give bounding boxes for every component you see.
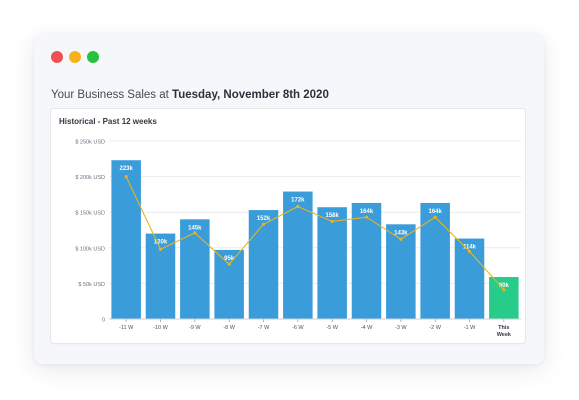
trend-point (124, 175, 128, 179)
x-tick-label: -9 W (189, 325, 201, 331)
bar (145, 233, 176, 319)
bar-value-label: 223k (119, 166, 133, 172)
x-tick-label: Week (497, 332, 512, 338)
bar (214, 249, 244, 319)
x-tick-label: -5 W (326, 325, 338, 331)
bar (283, 191, 313, 319)
x-tick-label: -6 W (292, 325, 304, 331)
bar-value-label: 164k (428, 209, 442, 215)
close-window-button[interactable] (51, 51, 63, 63)
trend-point (227, 262, 231, 266)
bar-value-label: 120k (154, 240, 168, 246)
trend-point (364, 215, 369, 219)
browser-window: Your Business Sales at Tuesday, November… (34, 34, 544, 364)
bar-value-label: 60k (499, 283, 510, 289)
bar (248, 210, 279, 319)
bar-value-label: 158k (325, 213, 339, 219)
x-tick-label: -8 W (223, 325, 235, 331)
sales-bar-chart: 0 $ 50k USD $ 100k USD $ 150k USD $ 200k USD… (75, 140, 521, 338)
bar (317, 207, 347, 319)
y-tick-label: $ 250k USD (75, 140, 105, 146)
bar-value-label: 145k (188, 225, 202, 231)
trend-point (193, 231, 197, 235)
maximize-window-button[interactable] (87, 51, 99, 63)
y-tick-label: $ 150k USD (75, 211, 105, 217)
heading-prefix: Your Business Sales at (51, 89, 173, 101)
trend-point (502, 288, 506, 292)
trend-point (296, 204, 300, 209)
x-tick-label: -10 W (153, 325, 168, 331)
y-tick-label: 0 (102, 318, 105, 324)
x-tick-label: -7 W (258, 325, 270, 331)
sales-chart-card: Historical - Past 12 weeks 0 $ 50k USD $ 1… (51, 109, 525, 343)
bar-value-label: 114k (463, 245, 477, 251)
trend-point (399, 237, 403, 241)
bar-value-label: 95k (224, 256, 235, 262)
heading-date: Tuesday, November 8th 2020 (172, 89, 329, 101)
x-tick-label: -1 W (464, 325, 476, 331)
trend-point (433, 215, 437, 219)
trend-point (158, 247, 163, 251)
bar-value-label: 172k (291, 198, 305, 204)
bar (489, 276, 519, 319)
bar-value-label: 143k (394, 230, 408, 236)
minimize-window-button[interactable] (69, 51, 81, 63)
trend-point (261, 222, 266, 226)
y-tick-label: $ 100k USD (75, 246, 105, 252)
bar-value-label: 152k (257, 216, 271, 222)
card-title: Historical - Past 12 weeks (59, 117, 157, 126)
trend-point (467, 249, 472, 253)
trend-line (125, 176, 505, 291)
y-tick-label: $ 200k USD (75, 175, 105, 181)
y-tick-label: $ 50k USD (78, 282, 105, 288)
bar (351, 202, 382, 319)
bar (420, 202, 450, 319)
x-tick-label: -2 W (429, 325, 441, 331)
bar-value-label: 164k (360, 209, 374, 215)
bar (111, 160, 141, 319)
x-tick-label: This (498, 325, 509, 331)
x-tick-label: -3 W (395, 325, 407, 331)
page-heading: Your Business Sales at Tuesday, November… (51, 89, 329, 101)
bar (180, 219, 210, 319)
x-tick-label: -4 W (361, 325, 373, 331)
x-tick-label: -11 W (119, 325, 134, 331)
trend-point (330, 219, 334, 224)
